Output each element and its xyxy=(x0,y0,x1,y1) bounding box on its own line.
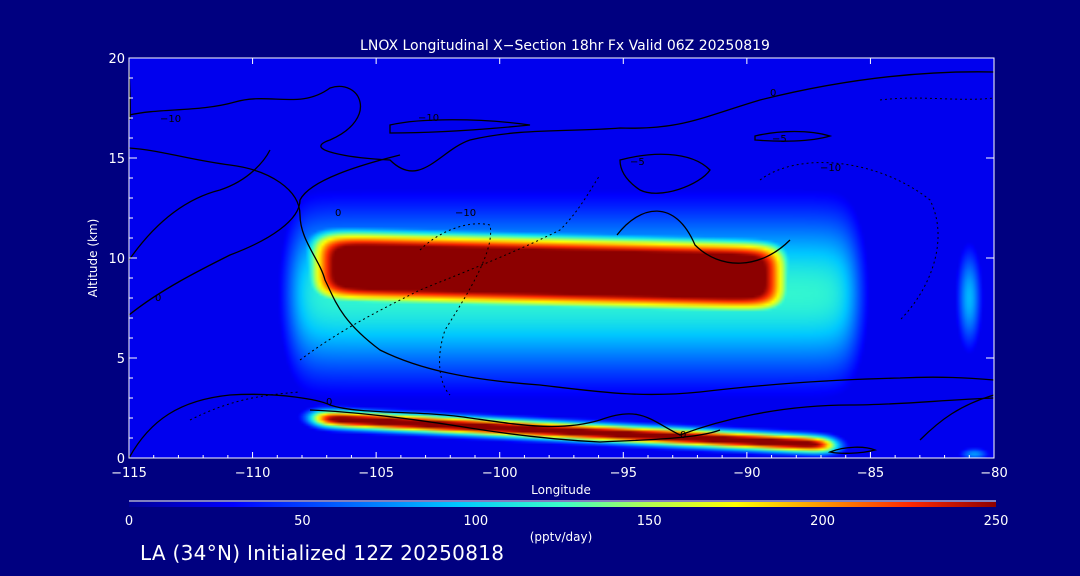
dashed-contour xyxy=(189,391,301,421)
y-tick-label: 15 xyxy=(108,152,125,167)
contour-line xyxy=(827,446,878,454)
dashed-contour xyxy=(759,162,939,321)
contour-line xyxy=(129,393,994,458)
x-tick-label: −80 xyxy=(980,466,1007,481)
contour-line xyxy=(754,130,833,142)
contour-line xyxy=(129,147,994,396)
lnox-heatmap xyxy=(129,58,994,458)
colorbar-tick-label: 50 xyxy=(294,514,311,529)
contour-line xyxy=(619,153,711,194)
contour-line xyxy=(129,71,994,172)
contour-line xyxy=(309,409,721,443)
contour-label: −5 xyxy=(772,134,787,145)
colorbar-tick-label: 200 xyxy=(810,514,835,529)
colorbar: 0 50 100 150 200 250 (pptv/day) xyxy=(125,500,1009,544)
x-tick-label: −115 xyxy=(111,466,147,481)
chart-title: LNOX Longitudinal X−Section 18hr Fx Vali… xyxy=(360,38,770,54)
contour-label: 0 xyxy=(335,208,341,219)
contour-line xyxy=(919,394,994,441)
contour-line xyxy=(129,149,271,261)
dashed-contour xyxy=(419,223,492,396)
colorbar-label: (pptv/day) xyxy=(530,530,593,544)
contour-line xyxy=(616,210,791,264)
y-tick-label: 10 xyxy=(108,252,125,267)
colorbar-ticks: 0 50 100 150 200 250 xyxy=(125,514,1009,529)
x-tick-label: −110 xyxy=(235,466,271,481)
contour-label: −10 xyxy=(820,163,841,174)
dashed-contours xyxy=(189,97,994,421)
x-tick-label: −105 xyxy=(358,466,394,481)
contour-label: 0 xyxy=(770,88,776,99)
contour-label: −10 xyxy=(455,208,476,219)
colorbar-tick-label: 150 xyxy=(637,514,662,529)
contour-line xyxy=(129,154,401,316)
y-tick-label: 0 xyxy=(117,452,125,467)
contour-label: −10 xyxy=(418,113,439,124)
contour-line xyxy=(389,119,531,134)
colorbar-tick-label: 100 xyxy=(463,514,488,529)
x-tick-label: −85 xyxy=(857,466,884,481)
plot-area: −10 −10 −10 −10 0 0 0 0 0 −5 −5 xyxy=(129,58,994,458)
y-tick-label: 5 xyxy=(117,352,125,367)
x-axis: −115 −110 −105 −100 −95 −90 −85 −80 xyxy=(111,58,1008,481)
contour-label-group: −10 −10 −10 −10 0 0 0 0 0 −5 −5 xyxy=(155,88,841,441)
contour-lines xyxy=(129,61,994,458)
colorbar-tick-label: 0 xyxy=(125,514,133,529)
y-axis-label: Altitude (km) xyxy=(86,219,100,298)
contour-label: −5 xyxy=(630,157,645,168)
dashed-contour xyxy=(299,174,601,361)
init-footer: LA (34°N) Initialized 12Z 20250818 xyxy=(140,541,505,565)
contour-label: 0 xyxy=(326,397,332,408)
x-axis-label: Longitude xyxy=(531,483,591,497)
x-tick-label: −100 xyxy=(482,466,518,481)
x-tick-label: −95 xyxy=(610,466,637,481)
y-axis: 0 5 10 15 20 xyxy=(108,52,994,467)
colorbar-gradient xyxy=(129,502,996,507)
contour-label: 0 xyxy=(680,430,686,441)
contour-label: 0 xyxy=(155,293,161,304)
colorbar-tick-label: 250 xyxy=(984,514,1009,529)
x-tick-label: −90 xyxy=(733,466,760,481)
contour-label: −10 xyxy=(160,114,181,125)
y-tick-label: 20 xyxy=(108,52,125,67)
